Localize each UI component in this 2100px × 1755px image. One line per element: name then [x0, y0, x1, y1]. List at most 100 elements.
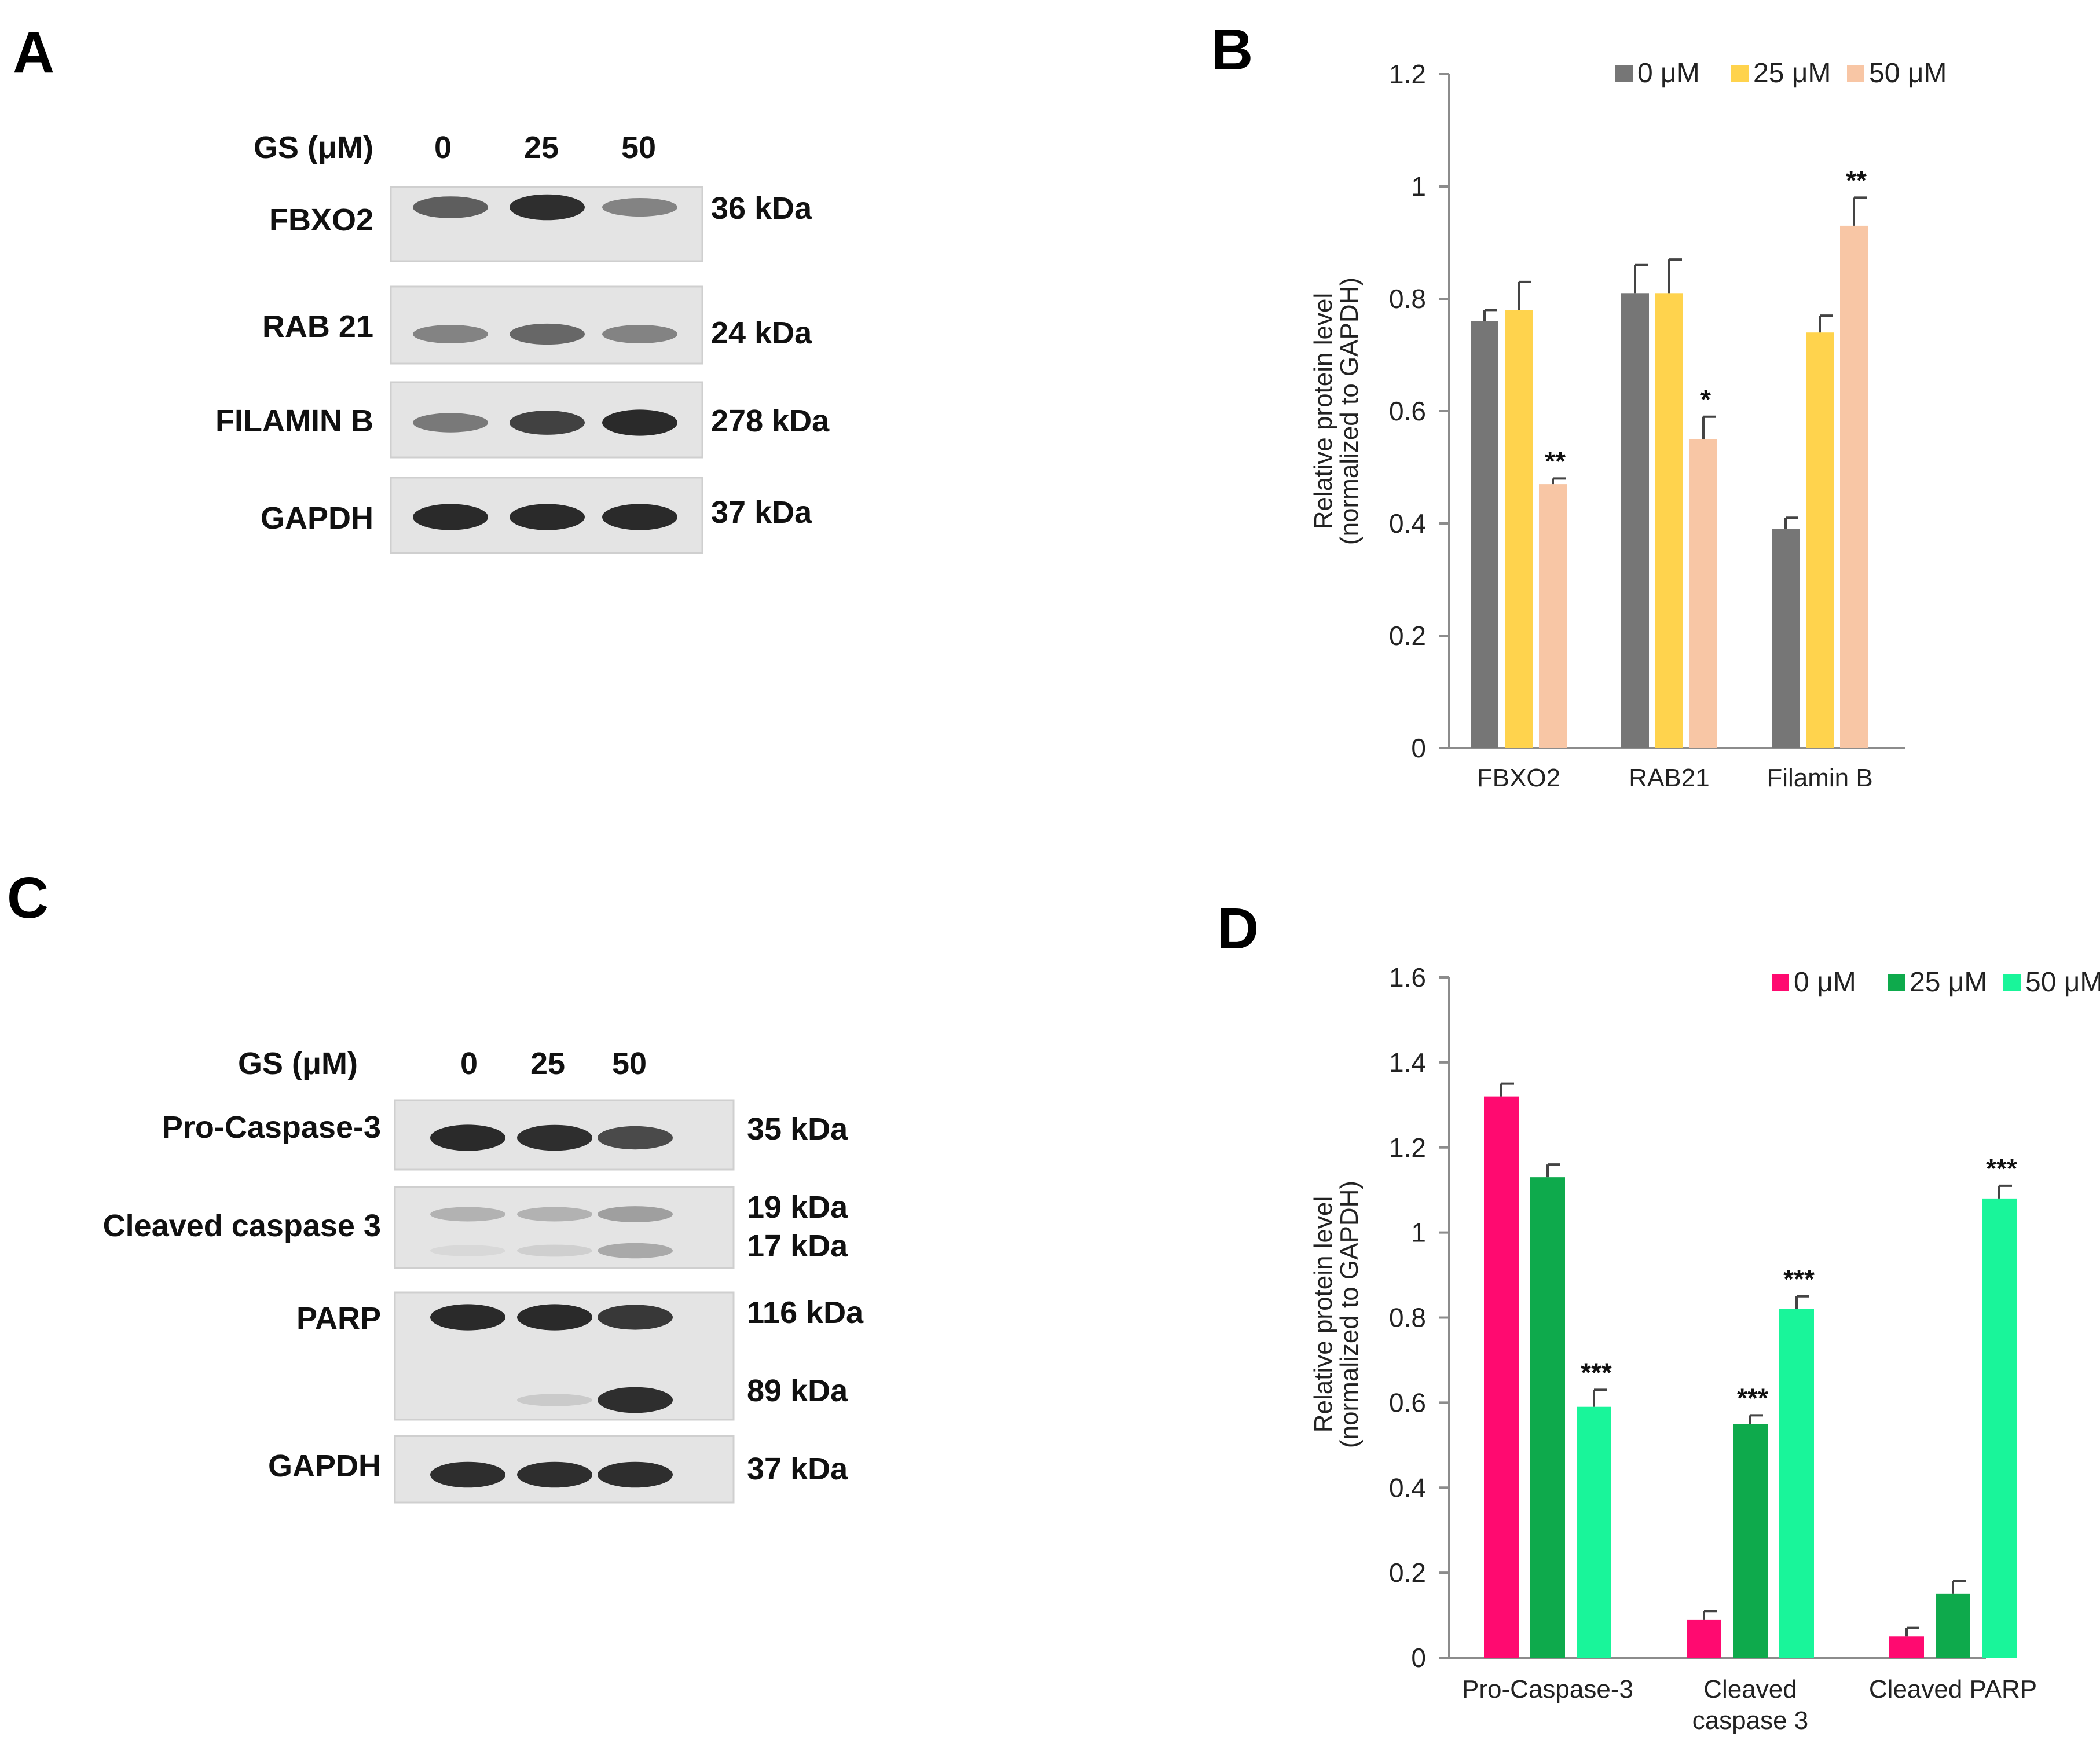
chart-b-tick-label: 1.2 — [1389, 59, 1426, 89]
blot-c-band — [598, 1126, 673, 1150]
bar-chart-b: 0 0.2 0.4 0.6 0.8 1 1.2 Relative protein level(… — [1309, 58, 1947, 792]
chart-d-tick-label: 1.6 — [1389, 962, 1426, 992]
chart-b-legend-label: 25 μM — [1753, 58, 1831, 89]
blot-a-header-label: GS (μM) — [254, 130, 373, 165]
chart-b-bar — [1471, 321, 1498, 748]
chart-b-bar — [1806, 332, 1834, 748]
chart-d-legend-swatch — [2003, 974, 2021, 991]
chart-b-tick-label: 0 — [1411, 733, 1426, 763]
panel-label-a: A — [13, 20, 54, 85]
chart-b-legend-label: 50 μM — [1869, 58, 1947, 89]
chart-d-tick-label: 0.2 — [1389, 1558, 1426, 1588]
blot-c-band — [430, 1245, 505, 1256]
chart-b-legend-label: 0 μM — [1637, 58, 1700, 89]
chart-b-bar — [1655, 293, 1683, 748]
chart-d-tick-label: 0.4 — [1389, 1472, 1426, 1503]
chart-d-bar — [1982, 1198, 2017, 1658]
blot-a-protein-label: FILAMIN B — [215, 404, 373, 438]
chart-d-bar — [1936, 1593, 1970, 1658]
chart-d-legend-swatch — [1772, 974, 1789, 991]
panel-label-c: C — [7, 866, 49, 930]
blot-a-mw-label: 24 kDa — [711, 316, 812, 350]
chart-b-bar — [1689, 439, 1717, 748]
chart-b-tick-label: 0.4 — [1389, 508, 1426, 538]
chart-d-bar — [1577, 1406, 1611, 1658]
blot-c-band — [598, 1243, 673, 1259]
blot-c-band — [430, 1207, 505, 1222]
chart-b-category-label: Filamin B — [1767, 764, 1872, 792]
chart-b-significance-label: ** — [1846, 165, 1867, 195]
chart-b-bar — [1621, 293, 1649, 748]
chart-b-legend-swatch — [1847, 65, 1864, 82]
blot-a-mw-label: 36 kDa — [711, 191, 812, 226]
chart-d-tick-label: 1 — [1411, 1218, 1426, 1248]
chart-d-significance-label: *** — [1581, 1357, 1612, 1387]
chart-b-bar — [1539, 484, 1567, 748]
blot-a-band — [510, 411, 585, 435]
chart-b-category-label: FBXO2 — [1477, 764, 1560, 792]
chart-d-y-axis-label: Relative protein level — [1309, 1196, 1337, 1432]
chart-b-bar — [1505, 310, 1533, 748]
chart-d-tick-label: 1.2 — [1389, 1133, 1426, 1163]
blot-c-band — [598, 1305, 673, 1330]
blot-c-protein-label: GAPDH — [268, 1449, 381, 1483]
blot-a-protein-label: FBXO2 — [269, 203, 373, 237]
blot-a-band — [510, 194, 585, 221]
chart-d-category-label: Cleaved PARP — [1869, 1675, 2037, 1703]
blot-a-protein-label: GAPDH — [261, 501, 373, 536]
chart-b-significance-label: ** — [1545, 446, 1566, 476]
blot-a-band — [510, 323, 585, 345]
chart-d-significance-label: *** — [1783, 1264, 1815, 1294]
chart-b-tick-label: 0.2 — [1389, 621, 1426, 651]
chart-d-significance-label: *** — [1737, 1383, 1768, 1413]
chart-b-legend-swatch — [1615, 65, 1633, 82]
blot-c-band — [598, 1206, 673, 1222]
blot-a-band — [602, 409, 677, 436]
blot-c-lane-label: 25 — [530, 1046, 565, 1081]
blot-a-lane-label: 0 — [434, 130, 452, 165]
bar-chart-d: 0 0.2 0.4 0.6 0.8 1 1.2 1.4 1.6 Relative protein … — [1309, 962, 2100, 1735]
blot-a-band — [602, 198, 677, 217]
blot-a-protein-label: RAB 21 — [262, 309, 373, 344]
chart-b-bar — [1840, 225, 1868, 748]
blot-c-band — [517, 1124, 592, 1151]
blot-a-band — [413, 504, 488, 530]
chart-d-y-axis-label: (normalized to GAPDH) — [1335, 1181, 1364, 1448]
chart-d-bar — [1530, 1177, 1565, 1658]
chart-d-category-label: Cleaved caspase 3 — [1692, 1675, 1809, 1735]
chart-d-legend-swatch — [1888, 974, 1905, 991]
blot-c-band — [517, 1207, 592, 1222]
blot-c-band — [430, 1304, 505, 1331]
blot-c-protein-label: Cleaved caspase 3 — [103, 1208, 381, 1243]
blot-c-band — [430, 1124, 505, 1151]
chart-d-bar — [1889, 1636, 1924, 1658]
blot-c-mw-label: 19 kDa — [747, 1190, 848, 1225]
blot-c-lane-label: 0 — [460, 1046, 478, 1081]
blot-a-band — [602, 325, 677, 343]
blot-a-band — [602, 504, 677, 530]
blot-c-band — [517, 1304, 592, 1331]
chart-b-bar — [1772, 529, 1800, 748]
blot-c-protein-label: Pro-Caspase-3 — [162, 1110, 381, 1145]
chart-d-legend-label: 25 μM — [1910, 967, 1987, 998]
chart-d-bar — [1733, 1424, 1768, 1658]
chart-b-tick-label: 0.8 — [1389, 284, 1426, 314]
chart-b-tick-label: 0.6 — [1389, 396, 1426, 426]
chart-d-significance-label: *** — [1986, 1153, 2017, 1184]
chart-d-tick-label: 0.6 — [1389, 1387, 1426, 1417]
blot-a-lane-label: 25 — [524, 130, 559, 165]
chart-d-category-label: Pro-Caspase-3 — [1462, 1675, 1633, 1703]
panel-label-d: D — [1217, 896, 1259, 961]
chart-d-legend-label: 50 μM — [2025, 967, 2100, 998]
blot-a-band — [413, 325, 488, 343]
blot-c-band — [517, 1244, 592, 1257]
chart-d-bar — [1779, 1309, 1814, 1658]
blot-c-band — [598, 1387, 673, 1413]
blot-c-mw-label: 35 kDa — [747, 1112, 848, 1146]
blot-c-mw-label: 37 kDa — [747, 1452, 848, 1486]
chart-b-category-label: RAB21 — [1629, 764, 1709, 792]
chart-b-y-axis-label: Relative protein level — [1309, 293, 1337, 529]
blot-a-band — [413, 196, 488, 218]
western-blot-c: GS (μM) 0 25 50 Pro-Caspase-3 35 kDa Cleaved c… — [103, 1046, 864, 1504]
